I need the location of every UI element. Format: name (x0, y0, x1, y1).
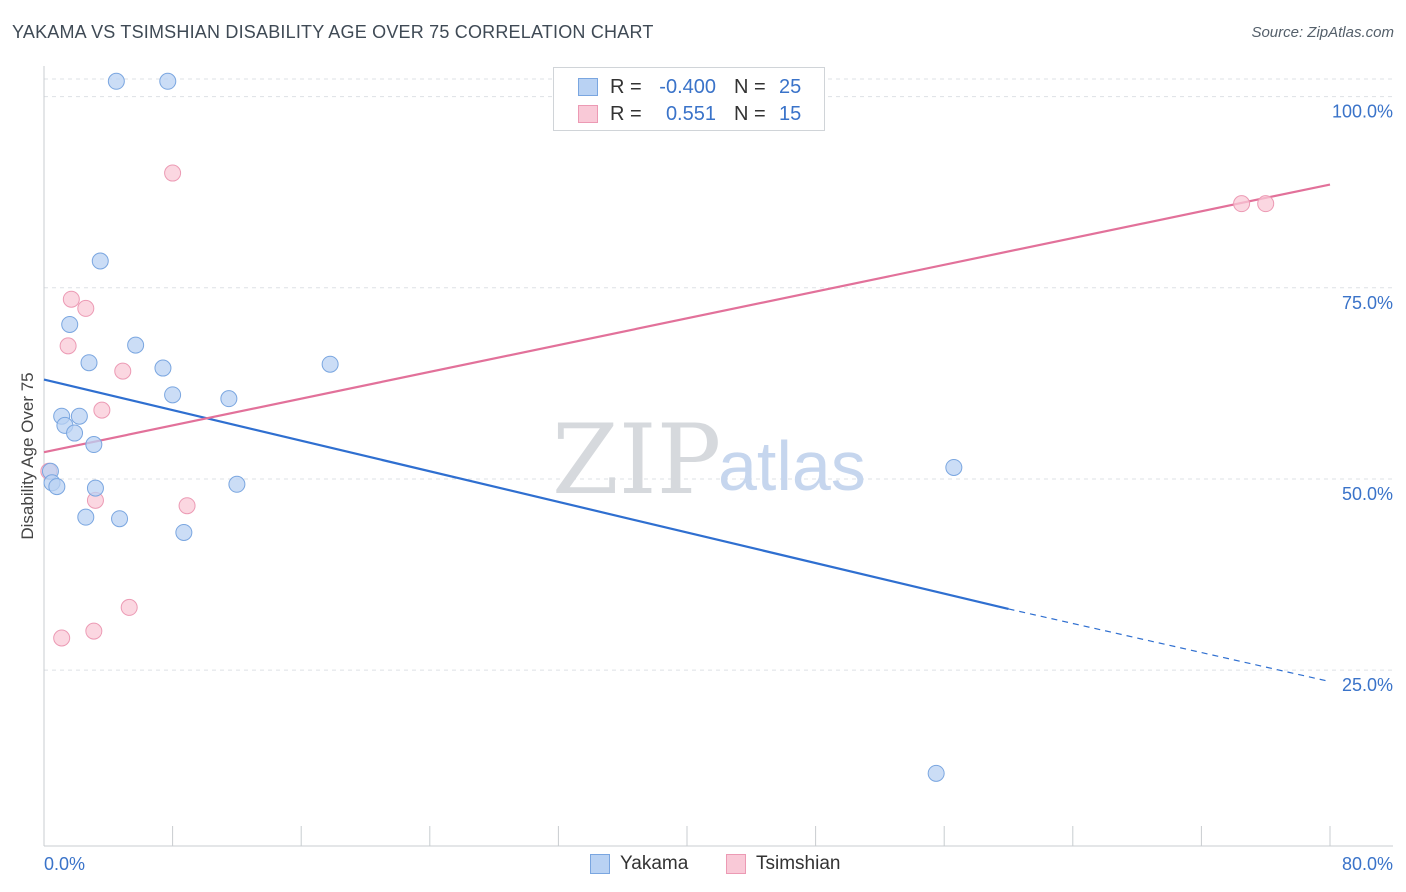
bottom-legend-label: Yakama (620, 853, 689, 874)
legend-row-tsimshian: R = 0.551 N = 15 (578, 101, 801, 127)
y-tick-label: 100.0% (1332, 102, 1393, 122)
point-yakama (927, 764, 945, 782)
y-tick-label: 25.0% (1342, 675, 1393, 695)
data-points (40, 72, 1275, 782)
point-tsimshian (1233, 195, 1251, 213)
y-tick-label: 75.0% (1342, 293, 1393, 313)
bottom-legend-yakama: Yakama (590, 852, 688, 876)
point-yakama (154, 359, 172, 377)
bottom-legend-label: Tsimshian (756, 853, 841, 874)
watermark: ZIP atlas (552, 404, 866, 516)
point-yakama (61, 315, 79, 333)
point-yakama (127, 336, 145, 354)
point-tsimshian (53, 629, 71, 647)
watermark-atlas: atlas (718, 427, 866, 505)
bottom-legend-tsimshian: Tsimshian (726, 852, 840, 876)
x-tick-label-min: 0.0% (44, 854, 85, 874)
chart-title: YAKAMA VS TSIMSHIAN DISABILITY AGE OVER … (12, 22, 654, 42)
point-yakama (66, 424, 84, 442)
legend-swatch-tsimshian (578, 105, 598, 123)
point-yakama (107, 72, 125, 90)
legend-r-value: -0.400 (659, 75, 716, 98)
y-axis-title: Disability Age Over 75 (18, 372, 37, 539)
source-label: Source: ZipAtlas.com (1251, 24, 1394, 41)
legend-r-label: R = (610, 102, 642, 125)
point-yakama (159, 72, 177, 90)
x-tick-label-max: 80.0% (1342, 854, 1393, 874)
point-yakama (91, 252, 109, 270)
point-yakama (111, 510, 129, 528)
legend-row-yakama: R = -0.400 N = 25 (578, 74, 801, 100)
point-tsimshian (59, 337, 77, 355)
point-tsimshian (1257, 195, 1275, 213)
point-yakama (175, 523, 193, 541)
correlation-legend: R = -0.400 N = 25 R = 0.551 N = 15 (553, 67, 825, 131)
point-tsimshian (77, 299, 95, 317)
point-tsimshian (62, 290, 80, 308)
axes (43, 66, 1393, 847)
point-yakama (85, 436, 103, 454)
legend-r-value: 0.551 (665, 102, 716, 125)
point-tsimshian (120, 598, 138, 616)
y-tick-labels: 25.0% 50.0% 75.0% 100.0% (1332, 102, 1393, 696)
trend-lines (43, 183, 1331, 683)
point-yakama (77, 508, 95, 526)
point-yakama (321, 355, 339, 373)
bottom-swatch-yakama (590, 854, 610, 874)
point-tsimshian (93, 401, 111, 419)
legend-r-label: R = (610, 75, 642, 98)
point-yakama (86, 479, 104, 497)
gridlines (44, 78, 1393, 671)
trend-line-tsimshian (43, 183, 1331, 454)
point-yakama (220, 390, 238, 408)
point-yakama (945, 458, 963, 476)
legend-swatch-yakama (578, 78, 598, 96)
point-tsimshian (178, 497, 196, 515)
trend-line-yakama-extension (1008, 608, 1331, 683)
point-tsimshian (85, 622, 103, 640)
legend-n-label: N = (734, 102, 766, 125)
point-yakama (164, 386, 182, 404)
watermark-zip: ZIP (552, 404, 721, 516)
legend-n-label: N = (734, 75, 766, 98)
point-yakama (70, 407, 88, 425)
legend-n-value: 25 (779, 75, 802, 98)
point-tsimshian (114, 362, 132, 380)
legend-n-value: 15 (779, 102, 802, 125)
bottom-swatch-tsimshian (726, 854, 746, 874)
y-tick-label: 50.0% (1342, 484, 1393, 504)
point-yakama (80, 354, 98, 372)
point-yakama (228, 475, 246, 493)
point-tsimshian (164, 164, 182, 182)
point-yakama (48, 478, 66, 496)
